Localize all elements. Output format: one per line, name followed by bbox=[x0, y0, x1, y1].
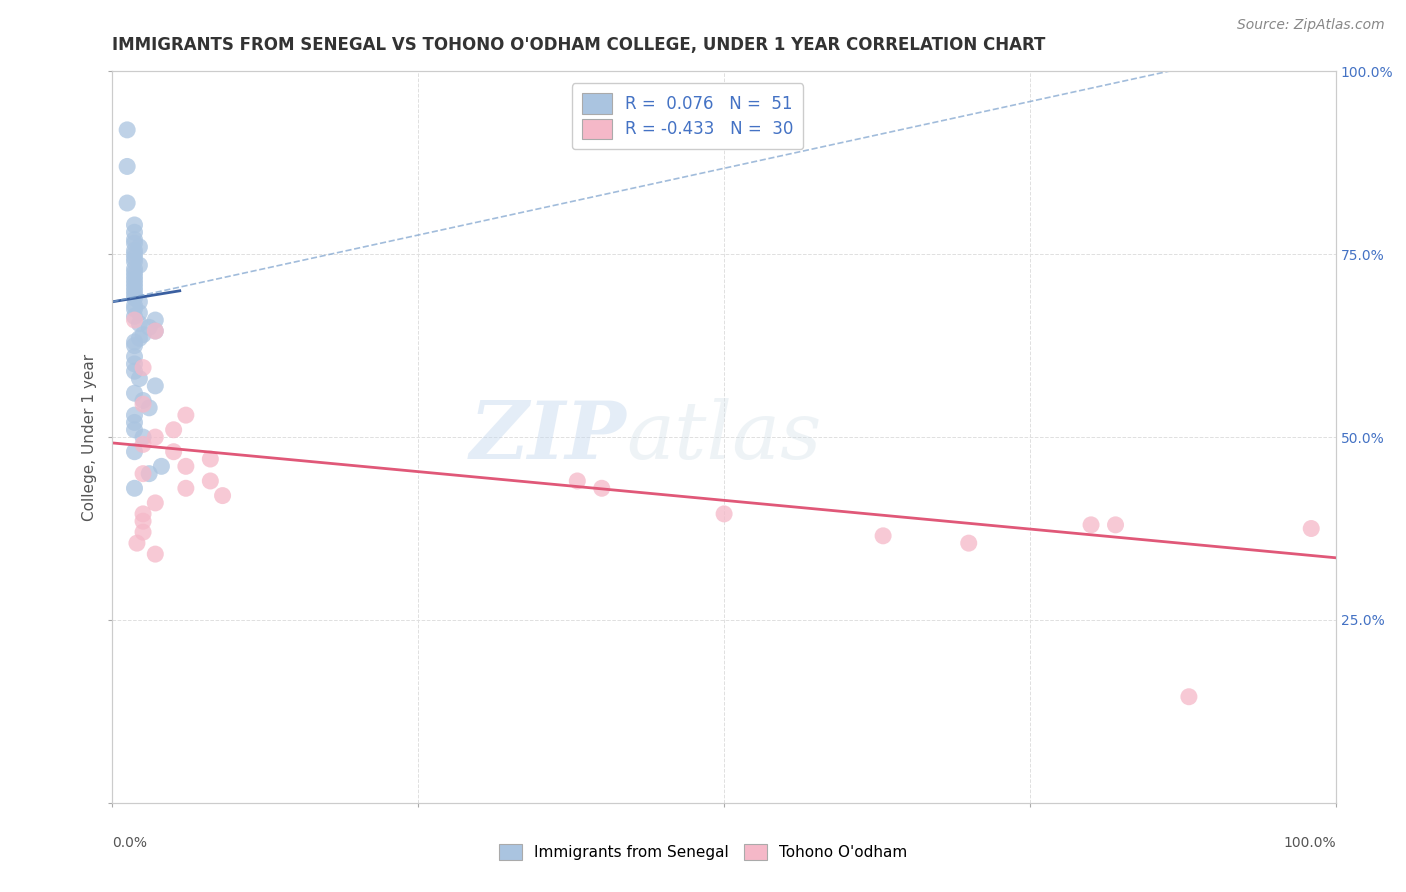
Point bbox=[138, 320, 160, 334]
Point bbox=[124, 251, 146, 265]
Point bbox=[128, 306, 150, 320]
Point bbox=[174, 481, 197, 495]
Point bbox=[567, 474, 589, 488]
Point bbox=[174, 459, 197, 474]
Point bbox=[138, 401, 160, 415]
Point bbox=[124, 247, 146, 261]
Point bbox=[132, 397, 155, 411]
Point bbox=[124, 269, 146, 284]
Point bbox=[132, 393, 155, 408]
Point bbox=[115, 123, 138, 137]
Point bbox=[591, 481, 613, 495]
Point bbox=[124, 218, 146, 232]
Text: IMMIGRANTS FROM SENEGAL VS TOHONO O'ODHAM COLLEGE, UNDER 1 YEAR CORRELATION CHAR: IMMIGRANTS FROM SENEGAL VS TOHONO O'ODHA… bbox=[112, 36, 1046, 54]
Point bbox=[143, 547, 166, 561]
Point bbox=[128, 240, 150, 254]
Point bbox=[1178, 690, 1201, 704]
Point bbox=[115, 196, 138, 211]
Point bbox=[124, 444, 146, 458]
Point bbox=[124, 357, 146, 371]
Point bbox=[124, 261, 146, 276]
Point bbox=[1104, 517, 1126, 532]
Point bbox=[163, 423, 186, 437]
Point bbox=[143, 379, 166, 393]
Point bbox=[713, 507, 735, 521]
Point bbox=[132, 514, 155, 528]
Point bbox=[115, 160, 138, 174]
Point bbox=[132, 327, 155, 342]
Point bbox=[143, 313, 166, 327]
Point bbox=[143, 430, 166, 444]
Point bbox=[124, 280, 146, 294]
Point bbox=[124, 266, 146, 280]
Point bbox=[132, 360, 155, 375]
Point bbox=[124, 233, 146, 247]
Point bbox=[124, 298, 146, 312]
Point bbox=[128, 258, 150, 272]
Point bbox=[143, 496, 166, 510]
Point bbox=[125, 536, 148, 550]
Y-axis label: College, Under 1 year: College, Under 1 year bbox=[82, 353, 97, 521]
Point bbox=[124, 291, 146, 305]
Point bbox=[128, 294, 150, 309]
Point bbox=[124, 481, 146, 495]
Point bbox=[124, 236, 146, 251]
Point bbox=[128, 331, 150, 345]
Point bbox=[124, 416, 146, 430]
Point bbox=[124, 244, 146, 258]
Point bbox=[124, 284, 146, 298]
Point bbox=[211, 489, 233, 503]
Point bbox=[124, 277, 146, 291]
Point bbox=[128, 371, 150, 385]
Point bbox=[124, 301, 146, 317]
Point bbox=[174, 408, 197, 422]
Point bbox=[124, 313, 146, 327]
Point bbox=[143, 324, 166, 338]
Point bbox=[124, 423, 146, 437]
Point bbox=[124, 310, 146, 324]
Point bbox=[872, 529, 894, 543]
Point bbox=[124, 364, 146, 378]
Legend: Immigrants from Senegal, Tohono O'odham: Immigrants from Senegal, Tohono O'odham bbox=[492, 838, 914, 866]
Point bbox=[132, 437, 155, 451]
Point bbox=[124, 273, 146, 287]
Point bbox=[1080, 517, 1102, 532]
Point bbox=[1301, 521, 1323, 535]
Point bbox=[132, 430, 155, 444]
Text: 0.0%: 0.0% bbox=[112, 836, 148, 850]
Point bbox=[132, 525, 155, 540]
Point bbox=[124, 334, 146, 349]
Point bbox=[200, 452, 222, 467]
Legend: R =  0.076   N =  51, R = -0.433   N =  30: R = 0.076 N = 51, R = -0.433 N = 30 bbox=[572, 83, 803, 149]
Point bbox=[124, 338, 146, 352]
Point bbox=[143, 324, 166, 338]
Text: 100.0%: 100.0% bbox=[1284, 836, 1336, 850]
Point bbox=[124, 225, 146, 239]
Text: Source: ZipAtlas.com: Source: ZipAtlas.com bbox=[1237, 18, 1385, 32]
Point bbox=[132, 507, 155, 521]
Point bbox=[124, 254, 146, 268]
Point bbox=[124, 350, 146, 364]
Point bbox=[132, 467, 155, 481]
Point bbox=[124, 287, 146, 301]
Text: atlas: atlas bbox=[626, 399, 821, 475]
Point bbox=[957, 536, 980, 550]
Point bbox=[150, 459, 173, 474]
Point bbox=[128, 317, 150, 331]
Text: ZIP: ZIP bbox=[470, 399, 626, 475]
Point bbox=[200, 474, 222, 488]
Point bbox=[163, 444, 186, 458]
Point bbox=[124, 386, 146, 401]
Point bbox=[138, 467, 160, 481]
Point bbox=[124, 408, 146, 422]
